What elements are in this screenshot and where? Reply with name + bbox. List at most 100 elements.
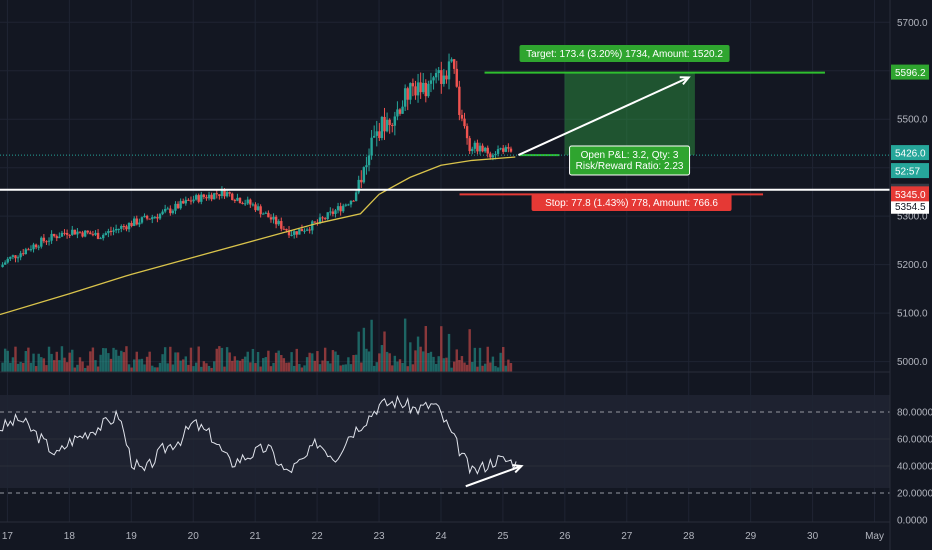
volume-bar [94,360,97,372]
price-tag-support: 5354.5 [891,198,929,214]
volume-bar [132,359,136,372]
candle-body [416,82,420,96]
volume-bar [156,367,159,372]
volume-bar [236,360,239,372]
candle-body [318,217,322,224]
candle-body [243,203,247,205]
volume-bar [73,367,77,372]
time-axis[interactable]: 17 18 19 20 21 22 23 24 25 26 27 28 29 30 May [2,531,884,542]
pnl-label-text: Risk/Reward Ratio: 2.23 [576,161,684,172]
volume-bar [169,346,172,372]
candlesticks [1,53,513,268]
candle-body [280,221,283,229]
volume-bar [380,345,384,372]
candle-body [76,231,79,235]
candle-body [184,199,188,204]
candle-body [269,217,273,220]
volume-bar [68,352,71,372]
price-axis[interactable]: 5700.05600.05500.05400.05300.05200.05100… [891,18,929,368]
volume-bar [305,357,309,372]
time-tick-label: 23 [373,531,385,542]
candle-body [96,232,100,239]
volume-bar [6,350,9,372]
candle-body [24,249,28,255]
volume-bar [112,347,115,372]
price-tick-label: 5700.0 [897,18,928,29]
volume-bar [507,359,510,372]
candle-body [156,216,159,219]
volume-bar [91,347,95,372]
candle-body [282,228,286,230]
candle-body [37,246,40,248]
candle-body [127,222,131,230]
volume-bar [424,326,428,372]
stop-label[interactable]: Stop: 77.8 (1.43%) 778, Amount: 766.6 [531,194,732,211]
volume-bar [220,347,224,372]
annotations[interactable]: Target: 173.4 (3.20%) 1734, Amount: 1520… [0,45,890,488]
volume-bar [311,353,314,372]
candle-body [153,216,157,218]
volume-bar [104,348,108,372]
candle-body [158,214,162,219]
volume-bar [481,365,484,372]
volume-bar [163,347,167,372]
candle-body [303,230,306,232]
rsi-axis[interactable]: 80.0000 60.0000 40.0000 20.0000 0.0000 [897,408,932,527]
volume-bar [262,358,265,372]
candle-body [473,142,477,149]
candle-body [233,199,237,201]
volume-bar [27,347,30,372]
volume-bar [290,352,293,372]
candle-body [22,253,25,255]
volume-bar [391,365,394,372]
volume-bar [344,364,348,372]
volume-bar [71,349,74,372]
volume-bar [241,358,244,372]
candle-body [300,229,304,232]
price-arrow[interactable] [517,76,691,156]
candle-body [403,88,407,107]
candle-body [339,206,342,212]
volume-bar [63,357,66,372]
candle-body [349,200,353,205]
candle-body [298,229,301,235]
candle-body [434,73,438,78]
candle-body [378,131,381,139]
volume-bar [323,347,327,372]
candle-body [295,231,298,235]
volume-bar [385,351,389,372]
volume-bar [143,364,146,372]
position-tool[interactable] [0,71,890,196]
volume-bar [496,367,500,372]
candle-body [125,226,128,230]
rsi-tick-label: 60.0000 [897,435,932,446]
volume-bar [383,331,386,372]
candle-body [220,189,224,196]
volume-bar [212,361,216,372]
volume-bar [287,362,291,372]
volume-bar [427,353,430,372]
volume-bar [24,350,28,372]
grid [0,0,890,522]
candle-body [3,262,7,265]
candle-body [452,59,456,69]
volume-bar [52,360,56,372]
volume-bar [231,360,234,372]
candle-body [225,192,229,197]
target-label[interactable]: Target: 173.4 (3.20%) 1734, Amount: 1520… [519,45,730,62]
volume-bar [200,366,203,372]
volume-bar [210,367,213,372]
candle-body [342,205,345,212]
price-tick-label: 5200.0 [897,260,928,271]
price-tag-text: 5354.5 [895,202,926,213]
candle-body [445,75,448,80]
volume-bar [349,364,353,372]
time-tick-label: 30 [807,531,819,542]
volume-bar [16,363,20,372]
rsi-arrow[interactable] [465,464,524,488]
rsi-line [0,395,517,475]
candle-body [104,233,108,235]
volume-bar [352,355,355,372]
